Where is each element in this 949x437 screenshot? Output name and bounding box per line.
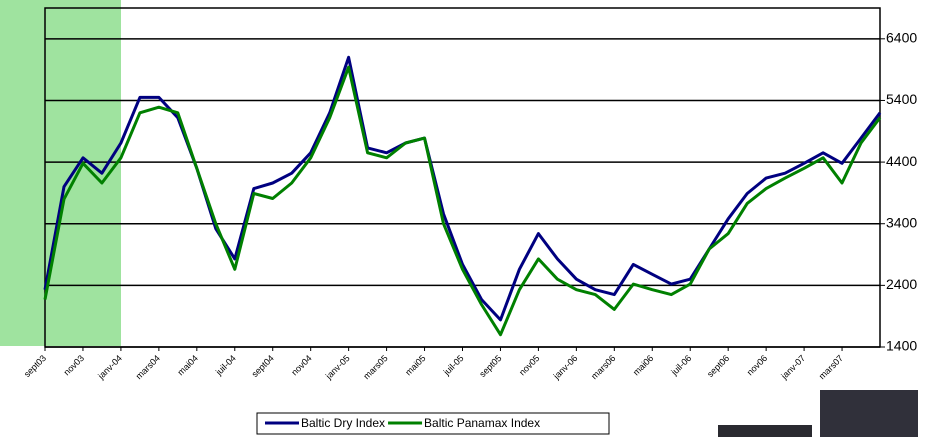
x-tick-label: nov03 — [62, 353, 86, 377]
x-tick-label: nov05 — [517, 353, 541, 377]
x-tick-label: sept03 — [22, 353, 48, 379]
x-tick-label: mai04 — [176, 353, 200, 377]
x-tick-label: sept06 — [705, 353, 731, 379]
dark-image — [718, 425, 812, 437]
x-tick-label: nov04 — [289, 353, 313, 377]
x-tick-label: janv-06 — [551, 353, 580, 382]
x-tick-label: janv-05 — [323, 353, 352, 382]
y-tick-label: 3400 — [886, 214, 917, 230]
dark-image — [820, 390, 918, 437]
y-tick-label: 6400 — [886, 30, 917, 46]
x-tick-label: juil-06 — [669, 353, 694, 378]
x-tick-label: janv-07 — [779, 353, 808, 382]
x-tick-label: mars07 — [817, 353, 845, 381]
series-line — [43, 55, 882, 322]
x-tick-label: mars05 — [361, 353, 389, 381]
x-tick-label: janv-04 — [95, 353, 124, 382]
legend-box — [256, 412, 610, 435]
legend-label: Baltic Dry Index — [301, 416, 385, 430]
series-line — [43, 65, 882, 337]
x-tick-label: mars06 — [589, 353, 617, 381]
x-tick-label: juil-05 — [441, 353, 466, 378]
x-tick-label: sept05 — [477, 353, 503, 379]
legend-label: Baltic Panamax Index — [424, 416, 540, 430]
plot-area: 1400 2400 3400 4400 5400 6400 sept03 nov03 janv-… — [22, 7, 917, 435]
x-tick-label: mai05 — [403, 353, 427, 377]
x-tick-label: mars04 — [134, 353, 162, 381]
y-tick-label: 1400 — [886, 338, 917, 354]
x-tick-label: juil-04 — [213, 353, 238, 378]
x-tick-label: nov06 — [745, 353, 769, 377]
plot-border — [44, 7, 881, 348]
y-tick-label: 5400 — [886, 91, 917, 107]
y-tick-label: 4400 — [886, 153, 917, 169]
x-tick-label: mai06 — [631, 353, 655, 377]
y-tick-label: 2400 — [886, 276, 917, 292]
x-tick-label: sept04 — [250, 353, 276, 379]
